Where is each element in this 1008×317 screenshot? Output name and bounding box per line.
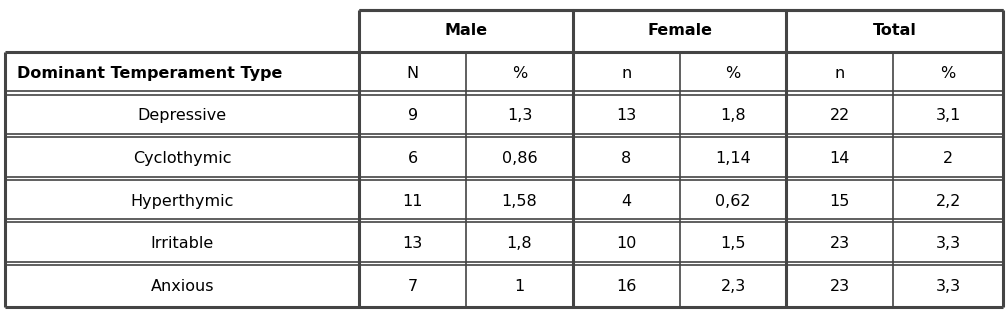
Text: Anxious: Anxious: [150, 279, 214, 294]
Bar: [786, 137, 893, 180]
Bar: [679, 95, 786, 137]
Text: 11: 11: [402, 194, 423, 209]
Bar: [359, 10, 573, 52]
Text: Total: Total: [873, 23, 916, 38]
Text: Female: Female: [647, 23, 712, 38]
Bar: [466, 95, 573, 137]
Bar: [5, 95, 359, 137]
Bar: [786, 265, 893, 307]
Text: 2,3: 2,3: [721, 279, 746, 294]
Bar: [679, 180, 786, 222]
Bar: [5, 52, 359, 95]
Text: 23: 23: [830, 279, 850, 294]
Text: Irritable: Irritable: [150, 236, 214, 251]
Bar: [573, 180, 679, 222]
Bar: [466, 265, 573, 307]
Bar: [786, 95, 893, 137]
Bar: [359, 222, 466, 265]
Text: 1: 1: [514, 279, 524, 294]
Bar: [573, 52, 679, 95]
Bar: [573, 222, 679, 265]
Text: 13: 13: [402, 236, 422, 251]
Text: 6: 6: [407, 151, 417, 166]
Text: %: %: [512, 66, 527, 81]
Text: 0,86: 0,86: [502, 151, 537, 166]
Bar: [893, 222, 1003, 265]
Text: 3,3: 3,3: [935, 279, 961, 294]
Bar: [679, 222, 786, 265]
Bar: [5, 265, 359, 307]
Text: Cyclothymic: Cyclothymic: [133, 151, 232, 166]
Text: 1,3: 1,3: [507, 108, 532, 123]
Bar: [359, 180, 466, 222]
Text: 1,58: 1,58: [502, 194, 537, 209]
Text: 1,5: 1,5: [721, 236, 746, 251]
Bar: [893, 52, 1003, 95]
Text: %: %: [726, 66, 741, 81]
Text: 14: 14: [830, 151, 850, 166]
Bar: [893, 180, 1003, 222]
Text: 15: 15: [830, 194, 850, 209]
Bar: [5, 137, 359, 180]
Bar: [5, 180, 359, 222]
Text: 10: 10: [616, 236, 636, 251]
Bar: [893, 265, 1003, 307]
Text: 16: 16: [616, 279, 636, 294]
Text: 1,14: 1,14: [715, 151, 751, 166]
Bar: [786, 180, 893, 222]
Bar: [466, 52, 573, 95]
Bar: [679, 137, 786, 180]
Bar: [5, 10, 359, 52]
Bar: [359, 265, 466, 307]
Bar: [466, 180, 573, 222]
Bar: [359, 52, 466, 95]
Text: 1,8: 1,8: [720, 108, 746, 123]
Bar: [466, 137, 573, 180]
Bar: [573, 137, 679, 180]
Text: 7: 7: [407, 279, 417, 294]
Text: n: n: [621, 66, 631, 81]
Text: Hyperthymic: Hyperthymic: [130, 194, 234, 209]
Text: 3,1: 3,1: [935, 108, 961, 123]
Text: Male: Male: [445, 23, 488, 38]
Bar: [786, 10, 1003, 52]
Text: %: %: [940, 66, 956, 81]
Text: 1,8: 1,8: [507, 236, 532, 251]
Text: 2: 2: [943, 151, 954, 166]
Text: 0,62: 0,62: [716, 194, 751, 209]
Bar: [573, 95, 679, 137]
Text: 9: 9: [407, 108, 417, 123]
Bar: [786, 52, 893, 95]
Bar: [893, 95, 1003, 137]
Bar: [466, 222, 573, 265]
Text: N: N: [406, 66, 418, 81]
Bar: [679, 52, 786, 95]
Text: Depressive: Depressive: [138, 108, 227, 123]
Text: 13: 13: [616, 108, 636, 123]
Bar: [573, 10, 786, 52]
Text: Dominant Temperament Type: Dominant Temperament Type: [17, 66, 282, 81]
Bar: [893, 137, 1003, 180]
Text: 3,3: 3,3: [935, 236, 961, 251]
Text: 2,2: 2,2: [935, 194, 961, 209]
Text: 8: 8: [621, 151, 631, 166]
Text: 22: 22: [830, 108, 850, 123]
Text: 4: 4: [621, 194, 631, 209]
Bar: [786, 222, 893, 265]
Text: n: n: [835, 66, 845, 81]
Bar: [5, 222, 359, 265]
Bar: [573, 265, 679, 307]
Text: 23: 23: [830, 236, 850, 251]
Bar: [679, 265, 786, 307]
Bar: [359, 95, 466, 137]
Bar: [359, 137, 466, 180]
